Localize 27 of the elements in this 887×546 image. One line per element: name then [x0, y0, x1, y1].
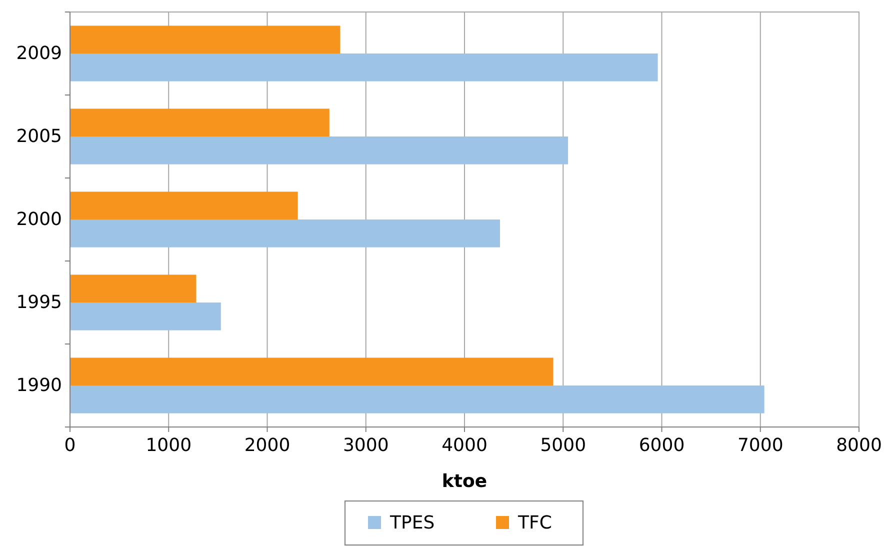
x-tick-label: 0	[64, 435, 76, 456]
y-tick-label: 2009	[16, 43, 62, 64]
bar	[70, 136, 568, 164]
bar	[70, 220, 500, 248]
bar	[70, 386, 764, 414]
bar	[70, 26, 340, 54]
y-tick-label: 2005	[16, 126, 62, 147]
legend-label: TPES	[389, 512, 435, 534]
x-tick-label: 7000	[737, 435, 784, 456]
bar	[70, 358, 554, 386]
y-tick-label: 2000	[16, 209, 62, 230]
y-tick-label: 1990	[16, 375, 62, 396]
x-tick-label: 8000	[836, 435, 882, 456]
x-tick-label: 2000	[244, 435, 290, 456]
x-axis-title: ktoe	[442, 471, 488, 492]
x-tick-label: 4000	[442, 435, 488, 456]
bar	[70, 302, 221, 330]
bar	[70, 274, 196, 302]
y-tick-label: 1995	[16, 292, 62, 313]
bar	[70, 108, 330, 136]
x-tick-label: 1000	[146, 435, 192, 456]
x-tick-label: 3000	[342, 435, 389, 456]
x-tick-label: 5000	[540, 435, 586, 456]
legend-label: TFC	[517, 512, 552, 534]
bar	[70, 54, 658, 82]
x-tick-label: 6000	[638, 435, 685, 456]
bar	[70, 192, 298, 220]
